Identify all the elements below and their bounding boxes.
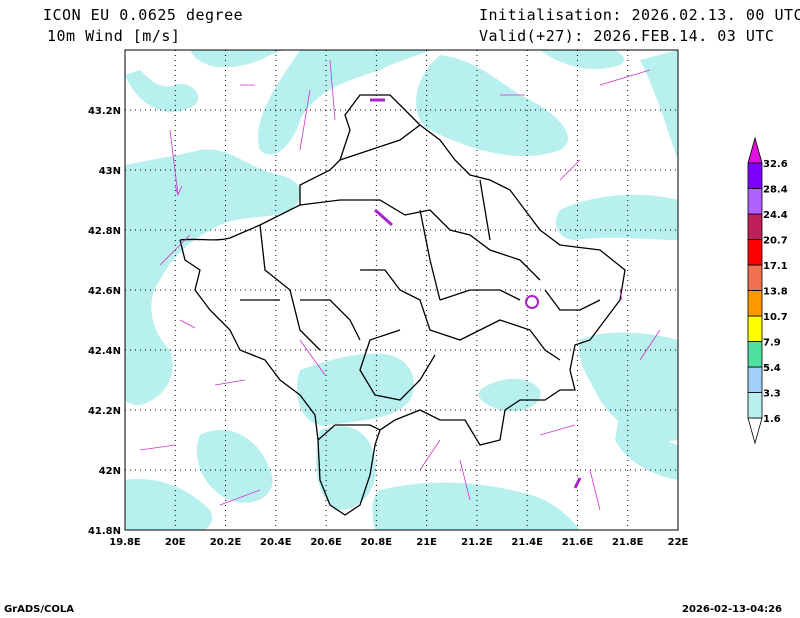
colorbar-segment <box>747 264 763 291</box>
lon-tick-label: 20.4E <box>260 537 292 548</box>
model-title: ICON EU 0.0625 degree <box>43 6 244 24</box>
initialisation-label: Initialisation: 2026.02.13. 00 UTC <box>479 6 800 24</box>
colorbar-lower-triangle <box>747 417 763 445</box>
colorbar-level-label: 3.3 <box>763 389 781 400</box>
lon-tick-label: 21.6E <box>562 537 594 548</box>
colorbar-level-label: 20.7 <box>763 236 788 247</box>
lat-tick-label: 42.8N <box>88 226 121 237</box>
valid-time-label: Valid(+27): 2026.FEB.14. 03 UTC <box>479 27 775 45</box>
colorbar-segment <box>747 392 763 419</box>
colorbar-segment <box>747 341 763 368</box>
lat-tick-label: 42.4N <box>88 346 121 357</box>
colorbar: 1.6 3.3 5.4 7.9 10.7 13.8 17.1 20.7 24.4 28.4 32.6 <box>747 136 788 445</box>
colorbar-level-label: 5.4 <box>763 363 781 374</box>
colorbar-level-label: 32.6 <box>763 159 788 170</box>
footer-timestamp: 2026-02-13-04:26 <box>682 604 782 615</box>
lat-tick-label: 43.2N <box>88 106 121 117</box>
lon-tick-label: 21.2E <box>461 537 493 548</box>
wind-vectors <box>139 59 661 511</box>
colorbar-level-label: 10.7 <box>763 312 788 323</box>
lat-tick-label: 42.2N <box>88 406 121 417</box>
colorbar-segment <box>747 188 763 215</box>
lon-tick-label: 21.4E <box>511 537 543 548</box>
colorbar-upper-triangle <box>747 136 763 164</box>
colorbar-level-label: 1.6 <box>763 414 781 425</box>
lon-tick-label: 20.2E <box>210 537 242 548</box>
lat-tick-label: 42N <box>99 466 121 477</box>
variable-title: 10m Wind [m/s] <box>47 27 181 45</box>
colorbar-segment <box>747 290 763 317</box>
axis-labels: 19.8E 20E 20.2E 20.4E 20.6E 20.8E 21E 21.2E 21.4… <box>88 106 689 548</box>
lon-tick-label: 19.8E <box>109 537 141 548</box>
colorbar-segment <box>747 366 763 393</box>
footer-left: GrADS/COLA <box>4 604 74 615</box>
lon-tick-label: 20.8E <box>361 537 393 548</box>
colorbar-segment <box>747 239 763 266</box>
colorbar-level-label: 7.9 <box>763 338 781 349</box>
wind-speed-shading <box>125 50 678 530</box>
lon-tick-label: 21E <box>416 537 437 548</box>
lon-tick-label: 20E <box>165 537 186 548</box>
colorbar-level-label: 28.4 <box>763 185 788 196</box>
colorbar-segment <box>747 213 763 240</box>
lat-tick-label: 41.8N <box>88 526 121 537</box>
colorbar-level-label: 24.4 <box>763 210 788 221</box>
lon-tick-label: 22E <box>668 537 689 548</box>
lon-tick-label: 20.6E <box>310 537 342 548</box>
colorbar-segment <box>747 162 763 189</box>
lat-tick-label: 42.6N <box>88 286 121 297</box>
colorbar-level-label: 17.1 <box>763 261 788 272</box>
lat-tick-label: 43N <box>99 166 121 177</box>
plot-frame <box>124 49 679 531</box>
country-borders <box>179 94 626 516</box>
lon-tick-label: 21.8E <box>612 537 644 548</box>
colorbar-level-label: 13.8 <box>763 287 788 298</box>
colorbar-segment <box>747 315 763 342</box>
